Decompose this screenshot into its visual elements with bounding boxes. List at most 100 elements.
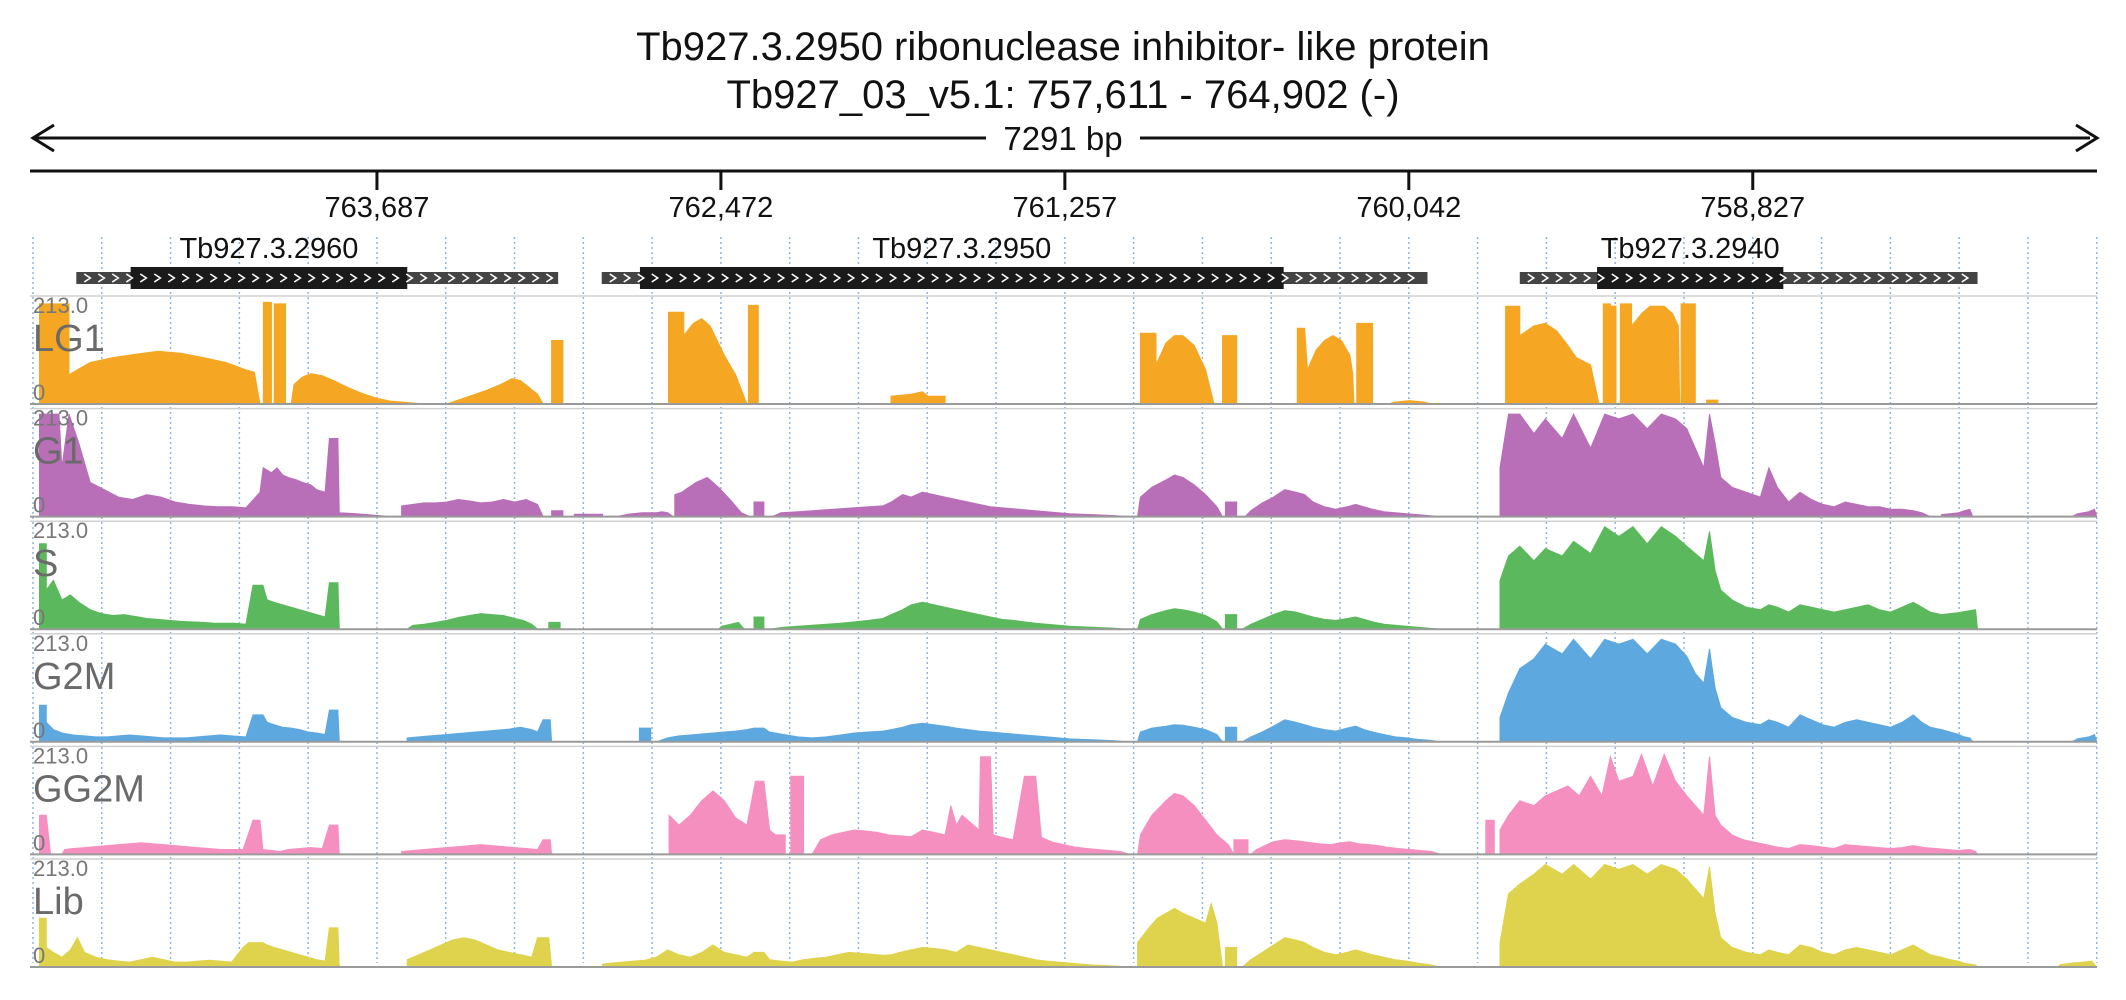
track-ymax-label: 213.0: [33, 743, 88, 768]
track-ymax-label: 213.0: [33, 631, 88, 656]
coverage-area: [39, 543, 340, 630]
gene-model: Tb927.3.2960: [76, 233, 559, 289]
coverage-area: [39, 413, 391, 518]
coverage-area: [401, 839, 553, 855]
coverage-area: [1224, 726, 1238, 743]
coverage-area: [548, 621, 561, 630]
coverage-area: [1499, 525, 1979, 630]
coverage-area: [717, 621, 746, 630]
gene-label: Tb927.3.2960: [179, 233, 358, 265]
track-ymin-label: 0: [33, 943, 45, 968]
coverage-area: [1485, 819, 1495, 855]
track-name-label: S: [33, 543, 58, 585]
x-tick-label: 760,042: [1356, 192, 1461, 224]
coverage-area: [406, 937, 553, 968]
span-label: 7291 bp: [1003, 120, 1122, 157]
track-ymin-label: 0: [33, 718, 45, 743]
coverage-area: [772, 491, 1127, 518]
coverage-area: [1249, 839, 1441, 855]
coverage-area: [39, 704, 340, 743]
track-ymin-label: 0: [33, 830, 45, 855]
coverage-area: [262, 301, 272, 405]
coverage-area: [406, 719, 553, 743]
scale-bar: 7291 bp 763,687 762,472 761,257 760,042 758,8…: [30, 120, 2100, 224]
coverage-tracks: 213.0LG10213.0G10213.0S0213.0G2M0213.0GG…: [30, 293, 2098, 968]
track-name-label: LG1: [33, 318, 105, 360]
coverage-area: [2071, 508, 2098, 518]
chart-subtitle: Tb927_03_v5.1: 757,611 - 764,902 (-): [726, 73, 1399, 117]
gene-cds: [1597, 267, 1784, 289]
coverage-area: [61, 819, 340, 855]
track-ymin-label: 0: [33, 605, 45, 630]
coverage-area: [446, 378, 544, 405]
coverage-area: [638, 727, 652, 743]
coverage-area: [273, 303, 286, 405]
chart-title: Tb927.3.2950 ribonuclease inhibitor- lik…: [636, 25, 1490, 69]
coverage-area: [668, 311, 748, 405]
track-ymax-label: 213.0: [33, 856, 88, 881]
gene-strand-arrows: [1527, 273, 1970, 283]
track-ymax-label: 213.0: [33, 293, 88, 318]
gene-strand-arrows: [83, 273, 554, 283]
coverage-area: [747, 304, 759, 405]
coverage-area: [2071, 733, 2098, 743]
coverage-area: [890, 391, 946, 405]
track-ymin-label: 0: [33, 493, 45, 518]
coverage-area: [1224, 947, 1238, 968]
coverage-area: [1136, 724, 1224, 743]
coverage-area: [1244, 489, 1441, 518]
gene-label: Tb927.3.2950: [872, 233, 1051, 265]
coverage-area: [551, 340, 564, 405]
coverage-area: [1941, 508, 1974, 518]
coverage-area: [1222, 335, 1238, 405]
track-g1: 213.0G1 0: [30, 406, 2098, 518]
gene-cds: [130, 267, 408, 289]
coverage-area: [1240, 719, 1441, 743]
coverage-area: [1499, 638, 1974, 743]
x-tick-label: 762,472: [668, 192, 773, 224]
gene-track: Tb927.3.2960 Tb927.3.2950 Tb927.3.2940: [76, 233, 1978, 289]
span-arrow-right: [2075, 123, 2100, 153]
coverage-area: [753, 501, 765, 518]
coverage-area: [1505, 305, 1600, 405]
span-arrow-left: [30, 123, 55, 153]
gene-label: Tb927.3.2940: [1601, 233, 1780, 265]
coverage-area: [1499, 752, 1979, 855]
track-ymax-label: 213.0: [33, 406, 88, 431]
track-name-label: G1: [33, 431, 84, 473]
coverage-area: [811, 756, 1130, 855]
coverage-area: [769, 601, 1127, 630]
coverage-area: [1136, 608, 1224, 630]
track-name-label: Lib: [33, 881, 84, 923]
coverage-area: [39, 917, 340, 968]
coverage-area: [753, 616, 765, 630]
coverage-area: [1240, 610, 1441, 630]
coverage-area: [1356, 322, 1374, 405]
coverage-area: [1224, 614, 1238, 630]
coverage-area: [1680, 303, 1696, 405]
x-tick-label: 763,687: [325, 192, 430, 224]
gene-model: Tb927.3.2950: [601, 233, 1428, 289]
gene-strand-arrows: [609, 273, 1416, 283]
coverage-area: [1619, 303, 1681, 405]
coverage-area: [1137, 901, 1224, 968]
coverage-area: [656, 722, 1127, 743]
track-ymin-label: 0: [33, 380, 45, 405]
gene-cds: [639, 267, 1284, 289]
x-tick-label: 761,257: [1012, 192, 1117, 224]
coverage-area: [790, 775, 805, 855]
track-name-label: GG2M: [33, 768, 145, 810]
coverage-area: [1139, 332, 1215, 405]
coverage-area: [49, 303, 261, 405]
coverage-area: [1499, 412, 1931, 518]
coverage-area: [1233, 839, 1249, 855]
coverage-area: [1241, 937, 1441, 968]
coverage-area: [602, 944, 1127, 968]
coverage-area: [1224, 501, 1238, 518]
coverage-area: [290, 373, 425, 405]
coverage-area: [405, 613, 539, 630]
track-ymax-label: 213.0: [33, 518, 88, 543]
